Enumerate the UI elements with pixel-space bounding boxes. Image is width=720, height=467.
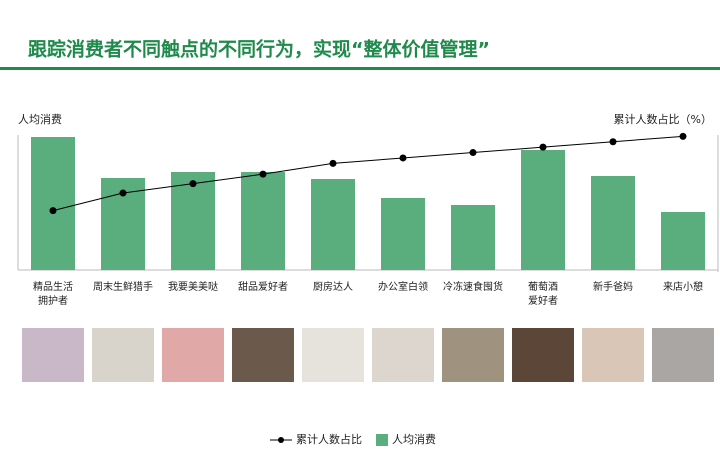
x-tick-label: 周末生鲜猎手	[93, 282, 153, 293]
x-tick-label: 我要美美哒	[168, 282, 218, 293]
legend-swatch	[376, 434, 388, 446]
legend-label: 累计人数占比	[296, 432, 362, 446]
line-point	[469, 149, 477, 157]
line-point	[259, 170, 267, 178]
line-point	[399, 154, 407, 162]
x-tick-label: 厨房达人	[313, 282, 353, 293]
line-point	[539, 143, 547, 151]
bar	[31, 137, 75, 270]
bar	[451, 205, 495, 270]
x-tick-label: 来店小憩	[663, 282, 703, 293]
bar	[171, 172, 215, 270]
x-tick-label: 葡萄酒 爱好者	[528, 282, 558, 307]
x-tick-label: 甜品爱好者	[238, 282, 288, 293]
legend-marker	[278, 437, 284, 443]
legend-label: 人均消费	[392, 432, 436, 446]
x-tick-label: 精品生活 拥护者	[33, 282, 73, 307]
chart-title: 跟踪消费者不同触点的不同行为，实现“整体价值管理”	[28, 38, 490, 61]
y2-axis-label: 累计人数占比（%）	[614, 112, 712, 126]
line	[52, 135, 684, 212]
line-point	[189, 180, 197, 188]
x-tick-label: 办公室白领	[378, 282, 428, 293]
bar	[241, 172, 285, 270]
y-axis-label: 人均消费	[18, 112, 62, 126]
line-point	[329, 159, 337, 167]
bar	[521, 150, 565, 270]
line-point	[119, 189, 127, 197]
bar	[661, 212, 705, 270]
line-point	[609, 138, 617, 146]
line-point	[679, 132, 687, 140]
x-tick-label: 新手爸妈	[593, 282, 633, 293]
x-tick-label: 冷冻速食囤货	[443, 282, 503, 293]
bar	[591, 176, 635, 270]
title-rule	[0, 67, 720, 70]
line-point	[49, 207, 57, 215]
bar	[381, 198, 425, 270]
photos	[22, 328, 714, 382]
bar	[311, 179, 355, 270]
